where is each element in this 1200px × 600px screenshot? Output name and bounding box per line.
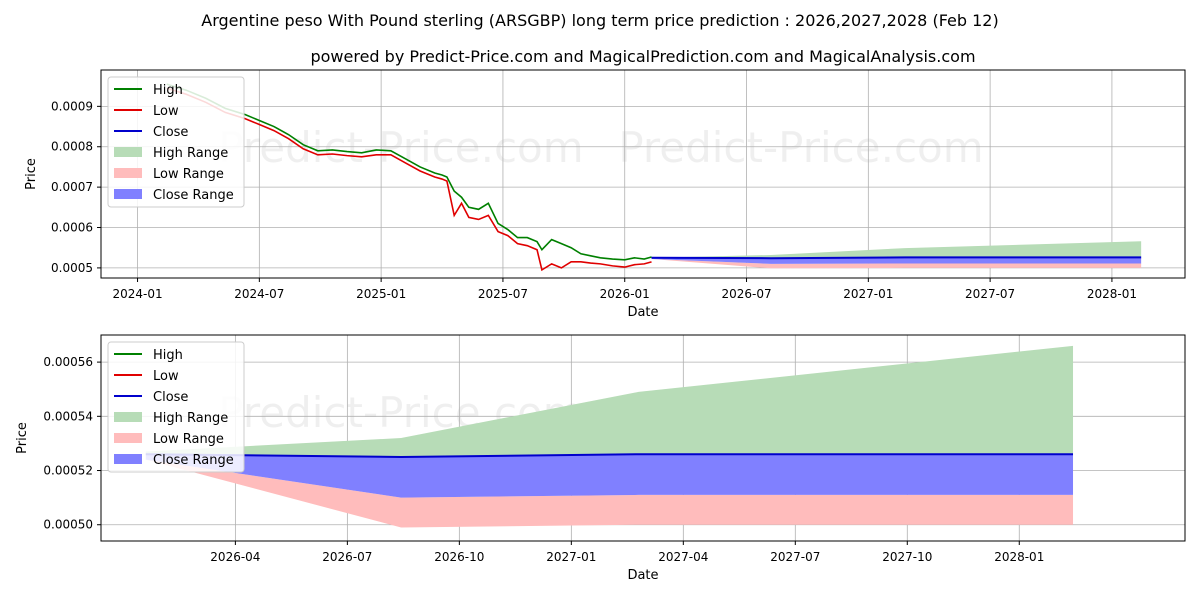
legend-label: Close Range bbox=[153, 453, 234, 468]
x-tick-label: 2026-07 bbox=[322, 550, 372, 564]
x-tick-label: 2027-07 bbox=[965, 287, 1015, 301]
watermark-text: Predict-Price.com bbox=[218, 123, 583, 172]
y-tick-label: 0.00052 bbox=[43, 464, 93, 478]
x-tick-label: 2028-01 bbox=[1087, 287, 1137, 301]
x-tick-label: 2027-01 bbox=[843, 287, 893, 301]
legend-label: High bbox=[153, 83, 183, 98]
bottom-plot: Predict-Price.comPredict-Price.com2026-0… bbox=[15, 334, 1186, 583]
legend-label: Low bbox=[153, 369, 179, 384]
legend-swatch-patch bbox=[114, 454, 142, 464]
chart-subtitle: powered by Predict-Price.com and Magical… bbox=[310, 47, 975, 66]
x-tick-label: 2025-01 bbox=[356, 287, 406, 301]
x-tick-label: 2026-04 bbox=[210, 550, 260, 564]
y-tick-label: 0.0008 bbox=[51, 140, 93, 154]
x-tick-label: 2027-01 bbox=[546, 550, 596, 564]
y-tick-label: 0.00054 bbox=[43, 409, 93, 423]
legend-label: Close Range bbox=[153, 188, 234, 203]
y-axis-label: Price bbox=[24, 158, 39, 190]
x-tick-label: 2024-07 bbox=[234, 287, 284, 301]
y-tick-label: 0.00056 bbox=[43, 355, 93, 369]
x-tick-label: 2028-01 bbox=[994, 550, 1044, 564]
legend-label: Low Range bbox=[153, 167, 224, 182]
legend-label: High bbox=[153, 348, 183, 363]
legend-swatch-patch bbox=[114, 412, 142, 422]
plot-frame bbox=[100, 334, 1186, 542]
legend-label: High Range bbox=[153, 146, 228, 161]
high-range-area bbox=[145, 345, 1074, 457]
low-series-line bbox=[166, 87, 652, 272]
y-tick-label: 0.0007 bbox=[51, 180, 93, 194]
y-tick-label: 0.0009 bbox=[51, 99, 93, 113]
legend-label: High Range bbox=[153, 411, 228, 426]
legend-label: Low Range bbox=[153, 432, 224, 447]
x-tick-label: 2025-07 bbox=[478, 287, 528, 301]
close-series-line bbox=[651, 256, 1142, 260]
legend-swatch-patch bbox=[114, 433, 142, 443]
x-tick-label: 2024-01 bbox=[112, 287, 162, 301]
y-tick-label: 0.00050 bbox=[43, 518, 93, 532]
x-tick-label: 2026-10 bbox=[434, 550, 484, 564]
legend-label: Close bbox=[153, 125, 188, 140]
top-plot: Predict-Price.com Predict-Price.com 2024-0… bbox=[24, 69, 1186, 320]
high-range-area bbox=[651, 241, 1142, 259]
legend-swatch-patch bbox=[114, 147, 142, 157]
x-tick-label: 2026-07 bbox=[721, 287, 771, 301]
x-axis-label: Date bbox=[627, 568, 658, 583]
legend-swatch-patch bbox=[114, 189, 142, 199]
legend: High Low Close High Range Low Range Close Ran… bbox=[107, 341, 245, 473]
close-range-area bbox=[145, 454, 1074, 498]
y-tick-label: 0.0006 bbox=[51, 221, 93, 235]
x-tick-label: 2027-07 bbox=[770, 550, 820, 564]
high-series-line bbox=[166, 83, 652, 261]
legend-swatch-patch bbox=[114, 168, 142, 178]
low-range-area bbox=[651, 259, 1142, 269]
x-tick-label: 2027-10 bbox=[882, 550, 932, 564]
y-tick-label: 0.0005 bbox=[51, 261, 93, 275]
watermark-text: Predict-Price.com bbox=[618, 123, 983, 172]
y-axis-label: Price bbox=[15, 422, 30, 454]
chart-title: Argentine peso With Pound sterling (ARSG… bbox=[201, 11, 998, 30]
x-tick-label: 2027-04 bbox=[658, 550, 708, 564]
x-axis-label: Date bbox=[627, 305, 658, 320]
x-tick-label: 2026-01 bbox=[600, 287, 650, 301]
plot-frame bbox=[100, 69, 1186, 279]
legend-label: Close bbox=[153, 390, 188, 405]
close-series-line bbox=[145, 453, 1074, 458]
low-range-area bbox=[145, 459, 1074, 528]
legend: High Low Close High Range Low Range Close Ran… bbox=[107, 76, 245, 208]
legend-label: Low bbox=[153, 104, 179, 119]
